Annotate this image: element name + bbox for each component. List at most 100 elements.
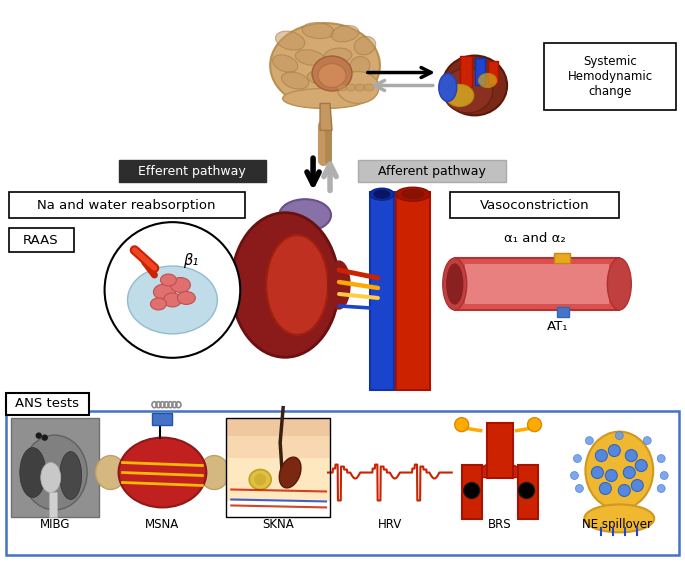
Ellipse shape [354, 36, 375, 55]
Bar [226, 418, 330, 435]
Text: ANS tests: ANS tests [15, 397, 79, 410]
Text: MSNA: MSNA [145, 518, 179, 531]
Ellipse shape [443, 56, 507, 116]
Text: Systemic
Hemodynamic
change: Systemic Hemodynamic change [568, 55, 653, 98]
Polygon shape [462, 465, 538, 478]
Ellipse shape [396, 187, 429, 201]
Polygon shape [320, 103, 332, 130]
Bar [119, 160, 266, 182]
Ellipse shape [608, 258, 632, 310]
Ellipse shape [331, 25, 359, 42]
Circle shape [606, 470, 617, 482]
Ellipse shape [443, 68, 493, 113]
Bar [226, 435, 330, 457]
Bar [460, 56, 472, 87]
Bar [475, 58, 485, 86]
Circle shape [595, 450, 608, 461]
Ellipse shape [374, 190, 390, 198]
Circle shape [573, 455, 582, 462]
Bar [450, 192, 619, 218]
Text: Na and water reabsorption: Na and water reabsorption [37, 199, 216, 212]
Text: Afferent pathway: Afferent pathway [378, 165, 486, 178]
Circle shape [632, 479, 643, 491]
Bar [543, 43, 676, 111]
Ellipse shape [328, 261, 350, 309]
Ellipse shape [324, 48, 352, 63]
Ellipse shape [266, 235, 328, 335]
Text: MIBG: MIBG [40, 518, 70, 531]
Circle shape [623, 466, 635, 478]
Circle shape [571, 472, 578, 479]
Ellipse shape [119, 438, 206, 508]
Circle shape [608, 444, 621, 457]
Bar [226, 479, 330, 501]
Ellipse shape [279, 457, 301, 488]
Ellipse shape [60, 452, 82, 500]
Circle shape [105, 222, 240, 358]
Ellipse shape [446, 85, 473, 107]
Text: β₁: β₁ [183, 253, 198, 267]
Ellipse shape [337, 72, 379, 103]
Circle shape [660, 472, 668, 479]
Bar [153, 413, 173, 425]
Ellipse shape [275, 31, 305, 50]
Bar [358, 160, 506, 182]
Circle shape [464, 483, 479, 499]
Bar [226, 457, 330, 479]
Circle shape [575, 484, 584, 492]
Ellipse shape [337, 84, 347, 91]
Text: BRS: BRS [488, 518, 512, 531]
Ellipse shape [177, 292, 195, 305]
Ellipse shape [171, 277, 190, 293]
Text: HRV: HRV [377, 518, 402, 531]
Text: SKNA: SKNA [262, 518, 294, 531]
Ellipse shape [254, 474, 266, 486]
Ellipse shape [199, 456, 229, 490]
Ellipse shape [346, 84, 356, 91]
Ellipse shape [364, 84, 374, 91]
Ellipse shape [270, 23, 380, 108]
Ellipse shape [160, 274, 177, 286]
Circle shape [36, 433, 41, 438]
Circle shape [455, 418, 469, 431]
Ellipse shape [443, 258, 466, 310]
Ellipse shape [127, 266, 217, 334]
Bar [396, 192, 429, 390]
Ellipse shape [370, 188, 394, 200]
Ellipse shape [282, 72, 309, 89]
Ellipse shape [302, 23, 334, 39]
Ellipse shape [96, 456, 125, 490]
Ellipse shape [23, 435, 87, 510]
Circle shape [657, 455, 665, 462]
Circle shape [527, 418, 542, 431]
Circle shape [643, 437, 651, 444]
Ellipse shape [439, 73, 457, 102]
Ellipse shape [164, 293, 182, 307]
Bar [11, 418, 99, 517]
Text: Efferent pathway: Efferent pathway [138, 165, 246, 178]
Bar [488, 60, 497, 85]
Circle shape [42, 435, 47, 440]
Bar [6, 411, 679, 556]
Ellipse shape [273, 55, 297, 72]
Circle shape [615, 431, 623, 439]
Circle shape [635, 460, 647, 472]
Ellipse shape [312, 56, 352, 91]
Circle shape [599, 483, 611, 495]
Bar [462, 465, 482, 519]
Ellipse shape [402, 190, 424, 199]
Bar [49, 492, 57, 517]
Ellipse shape [307, 70, 337, 85]
Bar [9, 192, 245, 218]
Text: RAAS: RAAS [23, 233, 58, 246]
Text: α₁ and α₂: α₁ and α₂ [503, 232, 565, 245]
Bar [518, 465, 538, 519]
Ellipse shape [355, 84, 365, 91]
Text: Vasoconstriction: Vasoconstriction [479, 199, 589, 212]
Bar [464, 264, 610, 304]
Bar [558, 307, 569, 317]
Ellipse shape [586, 431, 653, 509]
Ellipse shape [232, 213, 339, 358]
Ellipse shape [584, 504, 654, 532]
Ellipse shape [151, 298, 166, 310]
